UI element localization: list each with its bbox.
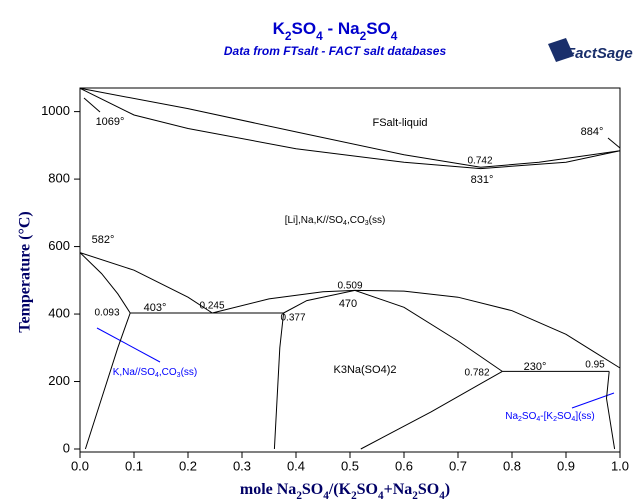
y-tick-label: 800: [48, 171, 70, 186]
annotation: 0.377: [280, 313, 305, 324]
phase-boundary: [79, 252, 131, 314]
annotation: 470: [339, 298, 357, 310]
phase-boundary: [212, 289, 621, 369]
annotation: 0.782: [464, 368, 489, 379]
phase-boundary: [84, 312, 131, 450]
y-tick-label: 600: [48, 238, 70, 253]
annotation: 0.509: [337, 281, 362, 292]
annotation: 230°: [524, 361, 547, 373]
leader-line: [83, 97, 101, 113]
annotation: 0.742: [467, 156, 492, 167]
x-tick-label: 0.7: [449, 458, 467, 473]
phase-boundary: [605, 371, 616, 450]
chart-title: K2SO4 - Na2SO4: [273, 19, 398, 43]
chart-subtitle: Data from FTsalt - FACT salt databases: [224, 44, 447, 58]
annotation: K,Na//SO4,CO3(ss): [113, 367, 198, 380]
leader-line: [96, 327, 161, 363]
y-tick-label: 200: [48, 373, 70, 388]
phase-boundary: [283, 289, 503, 372]
x-tick-label: 0.8: [503, 458, 521, 473]
phase-boundary: [360, 370, 503, 450]
x-tick-label: 0.1: [125, 458, 143, 473]
x-tick-label: 0.9: [557, 458, 575, 473]
x-tick-label: 0.4: [287, 458, 305, 473]
annotation: 0.95: [585, 360, 605, 371]
annotation: 831°: [471, 174, 494, 186]
annotation: 403°: [144, 302, 167, 314]
annotation: 884°: [581, 126, 604, 138]
annotation: K3Na(SO4)2: [334, 364, 397, 376]
x-tick-label: 0.5: [341, 458, 359, 473]
annotation: 1069°: [96, 116, 125, 128]
annotation: 0.245: [199, 301, 224, 312]
x-tick-label: 1.0: [611, 458, 629, 473]
x-axis-label: mole Na2SO4/(K2SO4+Na2SO4): [240, 481, 450, 502]
annotation: 0.093: [94, 308, 119, 319]
annotation: Na2SO4-[K2SO4](ss): [505, 411, 595, 424]
phase-boundary: [273, 312, 285, 450]
logo-icon: [548, 38, 574, 62]
logo-text: FactSage: [566, 45, 633, 62]
x-tick-label: 0.3: [233, 458, 251, 473]
y-axis-label: Temperature (°C): [17, 211, 34, 332]
x-tick-label: 0.2: [179, 458, 197, 473]
logo: FactSage: [548, 38, 633, 62]
x-tick-label: 0.6: [395, 458, 413, 473]
y-tick-label: 400: [48, 305, 70, 320]
y-tick-label: 1000: [41, 103, 70, 118]
annotation: 582°: [92, 234, 115, 246]
leader-line: [607, 137, 621, 149]
x-tick-label: 0.0: [71, 458, 89, 473]
annotation: [Li],Na,K//SO4,CO3(ss): [285, 215, 386, 228]
phase-boundary: [79, 87, 621, 170]
phase-boundary: [79, 87, 621, 168]
y-tick-label: 0: [63, 440, 70, 455]
annotation: FSalt-liquid: [372, 117, 427, 129]
phase-boundary: [79, 252, 213, 314]
